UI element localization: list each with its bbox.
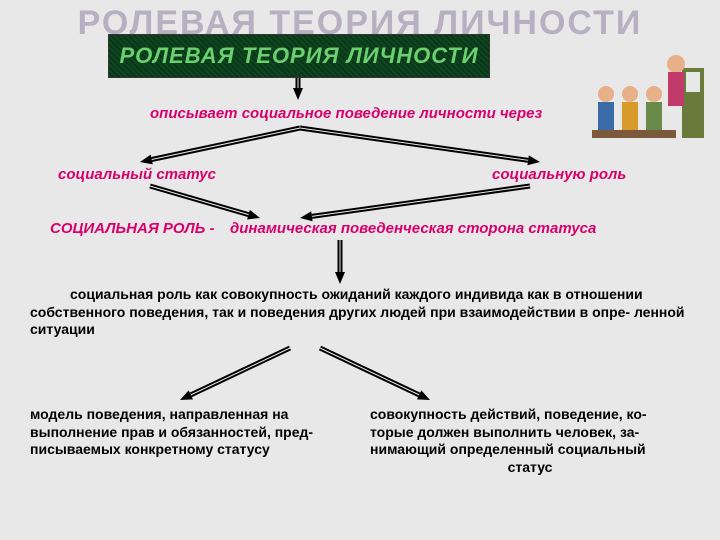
node-desc: описывает социальное поведение личности …	[150, 105, 590, 124]
node-status: социальный статус	[58, 166, 258, 185]
node-def_l: СОЦИАЛЬНАЯ РОЛЬ -	[50, 220, 250, 239]
node-def_r: динамическая поведенческая сторона стату…	[230, 220, 660, 239]
node-rightcol: совокупность действий, поведение, ко- то…	[370, 406, 690, 476]
node-mid: социальная роль как совокупность ожидани…	[30, 286, 690, 339]
title-banner-text: РОЛЕВАЯ ТЕОРИЯ ЛИЧНОСТИ	[109, 35, 489, 77]
people-icon	[586, 38, 714, 158]
illustration	[586, 38, 714, 158]
node-role: социальную роль	[492, 166, 692, 185]
title-banner: РОЛЕВАЯ ТЕОРИЯ ЛИЧНОСТИ	[108, 34, 490, 78]
node-leftcol: модель поведения, направленная на выполн…	[30, 406, 350, 459]
slide: РОЛЕВАЯ ТЕОРИЯ ЛИЧНОСТИ РОЛЕВАЯ ТЕОРИЯ Л…	[0, 0, 720, 540]
